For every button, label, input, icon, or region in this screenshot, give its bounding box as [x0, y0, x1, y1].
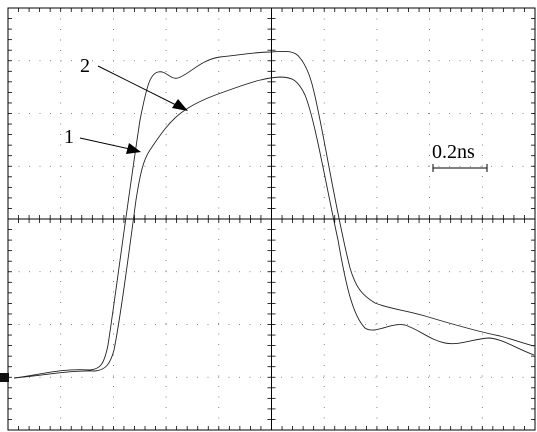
trace-1	[13, 76, 535, 379]
ground-marker	[0, 373, 9, 382]
scale-bar	[432, 164, 488, 172]
grid	[7, 7, 536, 431]
trace-2	[13, 50, 535, 379]
arrow-1	[79, 137, 135, 151]
scale-bar-label: 0.2ns	[432, 141, 475, 163]
arrow-2-head	[172, 99, 188, 111]
arrow-1-head	[126, 143, 141, 154]
arrow-2	[97, 65, 183, 109]
trace-1-label: 1	[64, 126, 74, 148]
trace-2-label: 2	[80, 55, 90, 77]
